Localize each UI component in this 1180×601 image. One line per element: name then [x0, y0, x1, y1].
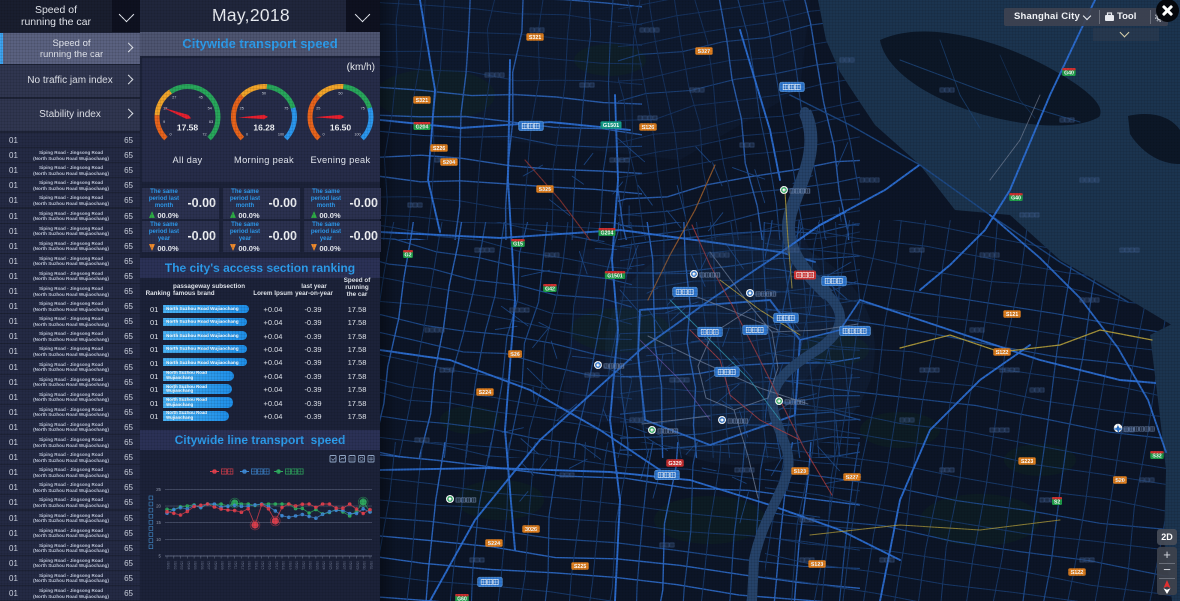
- svg-text:27: 27: [172, 96, 176, 100]
- svg-text:17.58: 17.58: [177, 123, 199, 133]
- svg-text:54: 54: [208, 106, 212, 110]
- svg-text:05/02: 05/02: [173, 561, 177, 570]
- svg-text:50: 50: [262, 92, 266, 96]
- svg-text:G204: G204: [416, 125, 429, 131]
- svg-text:05/28: 05/28: [349, 561, 353, 570]
- svg-text:G1501: G1501: [607, 274, 623, 280]
- svg-text:G15: G15: [513, 242, 523, 248]
- svg-text:S325: S325: [539, 187, 552, 193]
- svg-text:16.28: 16.28: [253, 123, 275, 133]
- svg-text:5: 5: [159, 554, 162, 559]
- svg-text:05/13: 05/13: [247, 561, 251, 570]
- svg-text:S32: S32: [1152, 454, 1161, 460]
- svg-text:05/31: 05/31: [369, 561, 373, 570]
- svg-text:25: 25: [156, 487, 161, 492]
- svg-text:72: 72: [202, 133, 206, 137]
- svg-text:0: 0: [322, 133, 324, 137]
- svg-text:3026: 3026: [525, 527, 537, 533]
- svg-text:05/24: 05/24: [322, 561, 326, 570]
- svg-text:G40: G40: [1064, 71, 1074, 77]
- svg-text:05/14: 05/14: [254, 561, 258, 570]
- svg-text:S2: S2: [1054, 500, 1060, 506]
- svg-text:05/17: 05/17: [274, 561, 278, 570]
- svg-text:Evening peak: Evening peak: [311, 155, 371, 165]
- svg-text:9: 9: [163, 120, 165, 124]
- svg-text:05/09: 05/09: [220, 561, 224, 570]
- svg-text:15: 15: [156, 520, 161, 525]
- svg-text:S227: S227: [846, 475, 859, 481]
- svg-text:05/29: 05/29: [356, 561, 360, 570]
- svg-text:G42: G42: [545, 287, 555, 293]
- svg-text:S327: S327: [698, 49, 711, 55]
- svg-text:G320: G320: [668, 461, 681, 467]
- svg-text:05/23: 05/23: [315, 561, 319, 570]
- svg-text:S223: S223: [1021, 459, 1034, 465]
- svg-text:05/12: 05/12: [240, 561, 244, 570]
- svg-text:S226: S226: [433, 146, 446, 152]
- svg-text:05/05: 05/05: [193, 561, 197, 570]
- svg-text:05/03: 05/03: [180, 561, 184, 570]
- svg-text:05/25: 05/25: [328, 561, 332, 570]
- svg-text:25: 25: [316, 106, 320, 110]
- svg-text:05/18: 05/18: [281, 561, 285, 570]
- svg-text:05/07: 05/07: [207, 561, 211, 570]
- svg-text:S123: S123: [794, 469, 807, 475]
- svg-text:25: 25: [240, 106, 244, 110]
- svg-text:All day: All day: [172, 155, 202, 165]
- svg-text:S321: S321: [529, 35, 542, 41]
- svg-text:05/27: 05/27: [342, 561, 346, 570]
- svg-text:S126: S126: [642, 125, 655, 131]
- svg-text:G2: G2: [405, 253, 412, 259]
- svg-text:05/01: 05/01: [166, 561, 170, 570]
- svg-text:05/16: 05/16: [268, 561, 272, 570]
- svg-text:16.50: 16.50: [330, 123, 352, 133]
- svg-text:05/15: 05/15: [261, 561, 265, 570]
- svg-text:05/08: 05/08: [213, 561, 217, 570]
- svg-text:S224: S224: [488, 541, 501, 547]
- svg-text:05/19: 05/19: [288, 561, 292, 570]
- svg-text:05/11: 05/11: [234, 561, 238, 569]
- svg-text:S20: S20: [1115, 478, 1125, 484]
- svg-text:0: 0: [246, 133, 248, 137]
- svg-text:18: 18: [163, 106, 167, 110]
- svg-text:100: 100: [278, 133, 284, 137]
- svg-text:Morning peak: Morning peak: [234, 155, 294, 165]
- svg-text:S26: S26: [510, 352, 520, 358]
- svg-text:45: 45: [199, 96, 203, 100]
- svg-text:75: 75: [284, 106, 288, 110]
- svg-text:63: 63: [209, 120, 213, 124]
- svg-text:05/22: 05/22: [308, 561, 312, 570]
- svg-text:G1501: G1501: [603, 123, 619, 129]
- svg-text:05/21: 05/21: [301, 561, 305, 570]
- svg-text:S204: S204: [443, 160, 456, 166]
- svg-text:S225: S225: [574, 564, 587, 570]
- svg-text:05/10: 05/10: [227, 561, 231, 570]
- svg-text:05/06: 05/06: [200, 561, 204, 570]
- svg-text:05/30: 05/30: [362, 561, 366, 570]
- svg-text:50: 50: [338, 92, 342, 96]
- svg-text:S224: S224: [479, 390, 492, 396]
- svg-text:S122: S122: [996, 350, 1009, 356]
- svg-text:G40: G40: [1011, 196, 1021, 202]
- svg-text:S122: S122: [1071, 570, 1084, 576]
- svg-text:G60: G60: [457, 597, 467, 601]
- svg-text:75: 75: [361, 106, 365, 110]
- svg-text:05/26: 05/26: [335, 561, 339, 570]
- svg-text:10: 10: [156, 537, 161, 542]
- svg-text:S321: S321: [416, 98, 429, 104]
- svg-text:0: 0: [169, 133, 171, 137]
- svg-text:G204: G204: [601, 231, 614, 237]
- svg-text:S123: S123: [811, 562, 824, 568]
- svg-text:S121: S121: [1006, 312, 1019, 318]
- svg-text:05/20: 05/20: [295, 561, 299, 570]
- svg-text:05/04: 05/04: [186, 561, 190, 570]
- svg-text:100: 100: [354, 133, 360, 137]
- svg-text:20: 20: [156, 504, 161, 509]
